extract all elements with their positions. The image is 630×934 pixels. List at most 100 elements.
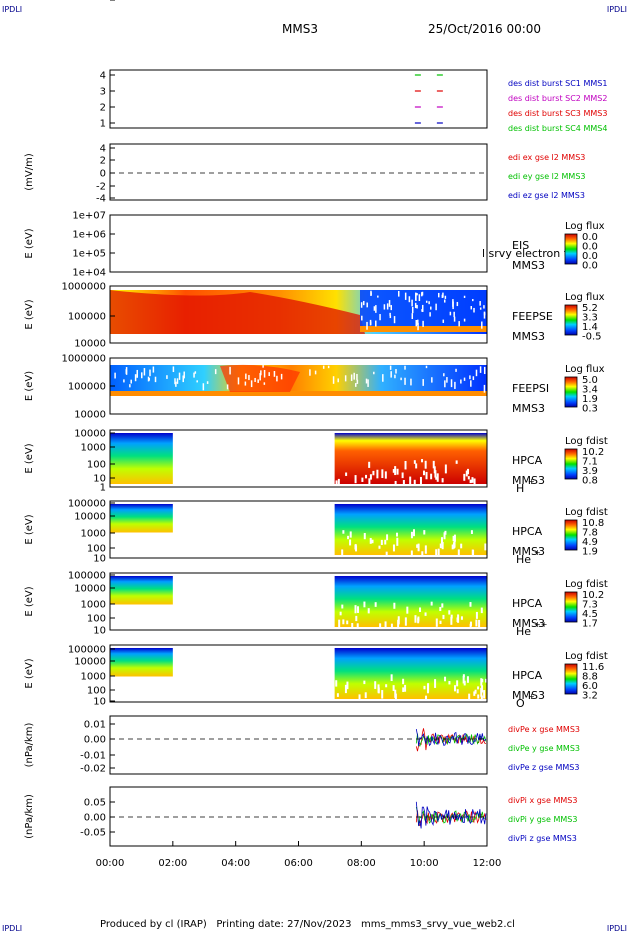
ytick-label: 100000 [68,382,106,393]
data-gap [483,312,486,316]
data-gap [372,470,375,476]
data-gap [356,373,358,381]
data-gap [469,479,472,484]
data-gap [389,315,392,319]
data-gap [125,369,128,374]
data-gap [141,372,143,379]
data-gap [454,381,456,389]
y-axis-label: (nPa/km) [24,794,35,839]
data-gap [460,543,463,549]
spacecraft-label: MMS3 [512,474,545,487]
data-gap [411,306,414,314]
y-axis-label: E (eV) [24,586,35,616]
data-gap [193,372,195,378]
spectrogram-early [110,433,173,484]
ytick-label: 100 [87,614,106,625]
data-gap [435,476,438,480]
ytick-label: 2 [100,103,106,114]
data-gap [453,311,455,318]
data-gap [413,460,416,464]
data-gap [421,292,423,297]
data-gap [411,313,414,320]
ytick-label: -4 [96,194,106,205]
data-gap [389,312,391,316]
data-gap [470,380,472,387]
data-gap [418,294,421,302]
ytick-label: 2 [100,156,106,167]
data-gap [380,539,383,545]
data-gap [393,602,396,609]
data-gap [123,379,125,383]
data-gap [314,370,317,375]
spectrogram-early [110,648,173,677]
data-gap [462,676,465,684]
ytick-label: -0.05 [80,828,106,839]
data-gap [472,298,474,302]
data-gap [377,295,379,298]
ytick-label: 1 [100,0,106,3]
colorbar-tick: 0.8 [582,476,598,487]
ytick-label: 1e+05 [72,249,106,260]
data-gap [423,530,426,535]
data-gap [463,473,466,481]
data-gap [469,623,472,633]
data-gap [443,532,446,540]
data-gap [394,374,396,379]
data-gap [410,378,412,386]
data-gap [206,381,209,384]
ytick-label: 3 [100,87,106,98]
legend-entry: edi ex gse l2 MMS3 [508,153,585,162]
data-gap [336,693,339,697]
ytick-label: 1e+04 [72,268,106,279]
data-gap [415,292,417,301]
colorbar-tick: 1.9 [582,547,598,558]
ytick-label: 1000 [81,443,106,454]
data-gap [390,623,393,629]
data-gap [481,321,483,329]
legend-entry: des dist burst SC2 MMS2 [508,94,607,103]
data-gap [444,464,447,474]
spectrogram-late [334,433,487,484]
spacecraft-label: MMS3 [512,402,545,415]
data-gap [398,291,400,297]
data-gap [411,299,413,307]
data-gap [424,612,427,616]
data-gap [453,541,456,548]
panel-frame-10 [109,715,488,775]
legend-entry: edi ez gse l2 MMS3 [508,191,585,200]
data-gap [478,619,481,628]
data-gap [443,373,445,377]
data-gap [361,477,364,482]
data-gap [437,548,440,558]
data-gap [373,306,376,311]
data-gap [430,473,433,480]
data-gap [473,691,476,696]
data-gap [166,375,168,379]
data-gap [350,374,353,381]
data-gap [130,379,132,384]
data-gap [263,382,266,385]
data-gap [469,375,471,380]
data-gap [371,539,374,544]
data-gap [361,315,363,321]
data-gap [259,373,261,381]
data-gap [414,302,417,309]
ytick-label: 100 [87,544,106,555]
data-gap [416,544,419,548]
legend-entry: divPe y gse MMS3 [508,744,580,753]
data-gap [226,384,229,390]
ytick-label: -0.01 [80,751,106,762]
ytick-label: 1000 [81,672,106,683]
corner-label-bottom-right: IPDLI [606,924,627,933]
colorbar-tick: 10.2 [582,590,604,601]
ytick-label: 100000 [68,499,106,510]
colorbar-tick: 7.3 [582,600,598,611]
data-gap [480,607,483,614]
ytick-label: 10000 [74,339,106,350]
colorbar-title: Log fdist [565,436,608,447]
data-gap [425,471,428,480]
spectrogram-late [334,648,487,699]
data-gap [389,365,392,370]
data-gap [370,292,372,296]
data-gap [394,480,397,486]
